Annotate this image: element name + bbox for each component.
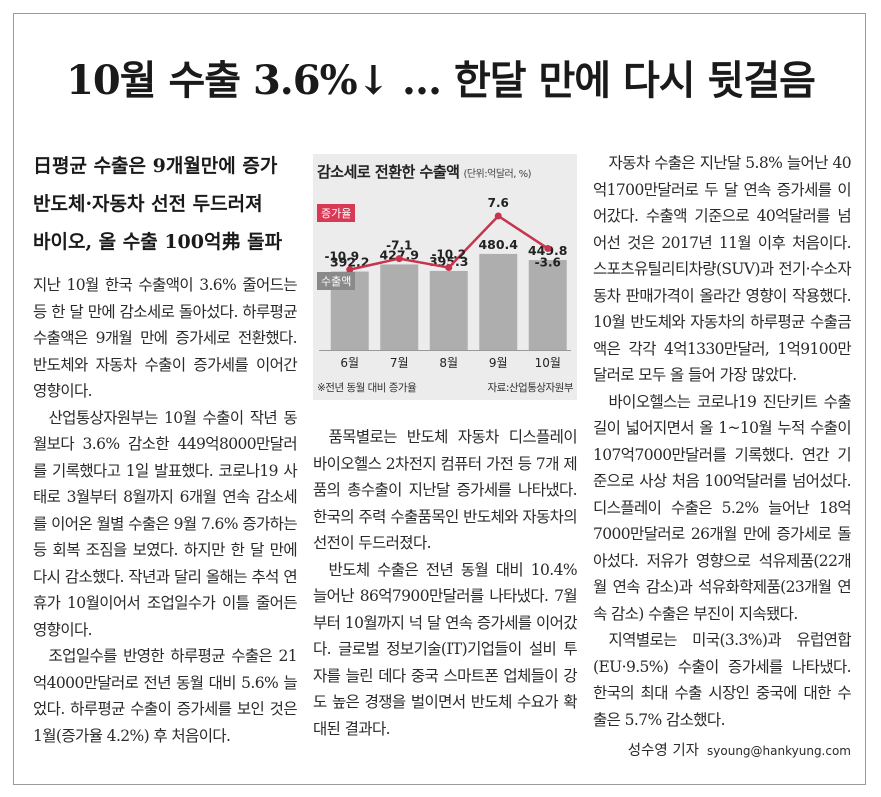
bar-4 (479, 253, 518, 350)
x-tick-label: 10월 (535, 356, 561, 370)
growth-rate-label: -10.2 (431, 248, 466, 262)
growth-rate-point-5 (544, 244, 552, 252)
bar-3 (429, 270, 468, 350)
body-column-1: 지난 10월 한국 수출액이 3.6% 줄어드는 등 한 달 만에 감소세로 돌… (33, 272, 298, 749)
x-tick-label: 7월 (390, 356, 409, 370)
subhead-1: 日평균 수출은 9개월만에 증가 (33, 155, 278, 177)
headline: 10월 수출 3.6%↓ … 한달 만에 다시 뒷걸음 (66, 57, 816, 104)
growth-rate-label: 7.6 (488, 196, 509, 210)
x-tick-label: 9월 (489, 356, 508, 370)
chart-unit: (단위:억달러, %) (463, 169, 531, 180)
growth-rate-point-3 (445, 264, 453, 272)
byline: 성수영 기자 syoung@hankyung.com (600, 739, 851, 760)
paragraph: 조업일수를 반영한 하루평균 수출은 21억4000만달러로 전년 동월 대비 … (33, 647, 298, 745)
chart-canvas: 392.2427.9395.3480.4449.86월7월8월9월10월-10.… (319, 196, 571, 370)
x-tick-label: 6월 (340, 356, 359, 370)
subhead-3: 바이오, 올 수출 100억弗 돌파 (33, 231, 283, 253)
reporter-email: syoung@hankyung.com (707, 744, 851, 758)
bar-5 (528, 260, 567, 350)
article-frame (13, 13, 866, 785)
paragraph: 품목별로는 반도체 자동차 디스플레이 바이오헬스 2차전지 컴퓨터 가전 등 … (313, 428, 578, 552)
body-column-2: 품목별로는 반도체 자동차 디스플레이 바이오헬스 2차전지 컴퓨터 가전 등 … (313, 424, 578, 742)
paragraph: 자동차 수출은 지난달 5.8% 늘어난 40억1700만달러로 두 달 연속 … (593, 154, 852, 384)
subhead-2: 반도체·자동차 선전 두드러져 (33, 193, 263, 215)
growth-rate-label: -3.6 (535, 255, 561, 269)
x-tick-label: 8월 (439, 356, 458, 370)
legend-growth-rate: 증가율 (317, 204, 356, 222)
growth-rate-label: -7.1 (386, 239, 412, 253)
growth-rate-point-1 (346, 266, 354, 274)
paragraph: 반도체 수출은 전년 동월 대비 10.4% 늘어난 86억7900만달러를 나… (313, 560, 578, 738)
bar-value-label: 392.2 (330, 255, 370, 270)
growth-rate-label: -10.9 (324, 250, 359, 264)
growth-rate-point-4 (494, 212, 502, 220)
paragraph: 바이오헬스는 코로나19 진단키트 수출길이 넓어지면서 올 1~10월 누적 … (593, 392, 852, 623)
paragraph: 산업통상자원부는 10월 수출이 작년 동월보다 3.6% 감소한 449억80… (33, 408, 298, 639)
subheads: 日평균 수출은 9개월만에 증가 반도체·자동차 선전 두드러져 바이오, 올 … (33, 147, 293, 261)
body-column-3: 자동차 수출은 지난달 5.8% 늘어난 40억1700만달러로 두 달 연속 … (593, 150, 852, 733)
chart-title-text: 감소세로 전환한 수출액 (317, 163, 460, 181)
paragraph: 지난 10월 한국 수출액이 3.6% 줄어드는 등 한 달 만에 감소세로 돌… (33, 276, 298, 400)
bar-value-label: 427.9 (379, 247, 419, 262)
paragraph: 지역별로는 미국(3.3%)과 유럽연합(EU·9.5%) 수출이 증가세를 나… (593, 631, 852, 729)
chart-source: 자료:산업통상자원부 (487, 382, 574, 394)
chart-note: ※전년 동월 대비 증가율 (317, 382, 417, 394)
bar-value-label: 480.4 (478, 237, 518, 252)
export-chart: 392.2427.9395.3480.4449.86월7월8월9월10월-10.… (313, 154, 577, 400)
chart-title: 감소세로 전환한 수출액 (단위:억달러, %) (317, 161, 531, 182)
reporter-name: 성수영 기자 (627, 743, 700, 759)
growth-rate-point-2 (395, 255, 403, 263)
legend-export-amount: 수출액 (317, 272, 356, 290)
bar-2 (380, 264, 419, 350)
